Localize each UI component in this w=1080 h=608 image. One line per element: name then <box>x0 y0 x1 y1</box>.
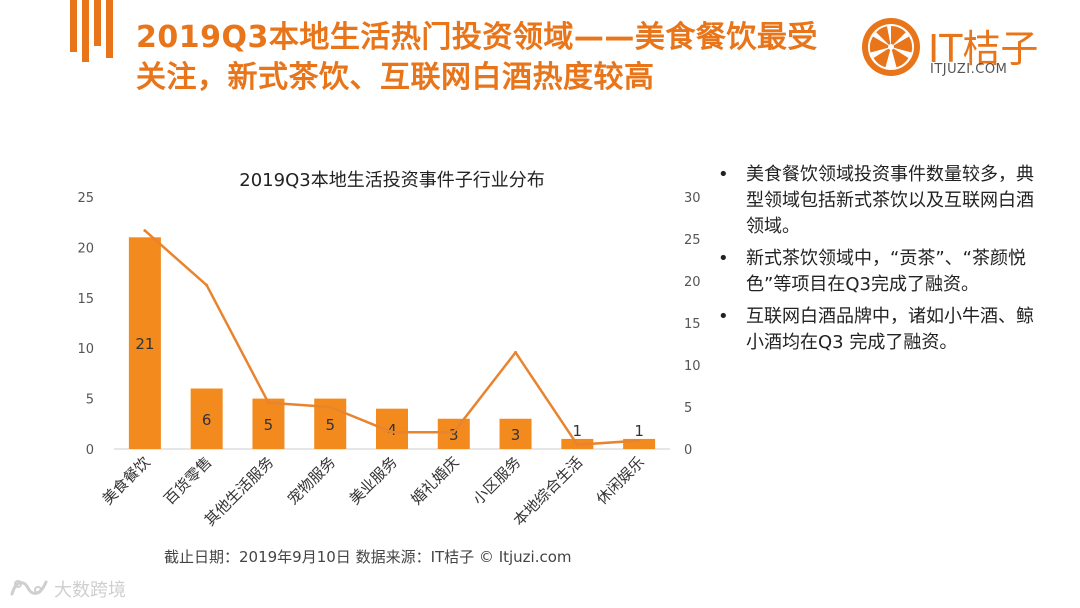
bar-data-label: 5 <box>264 416 274 434</box>
bullet-item: • 新式茶饮领域中，“贡茶”、“茶颜悦色”等项目在Q3完成了融资。 <box>718 246 1048 298</box>
bar-data-label: 4 <box>387 421 397 439</box>
chart-area: 2019Q3本地生活投资事件子行业分布 0 5 10 15 20 25 0 5 10 15 20 25 3… <box>70 150 710 580</box>
line-point <box>514 350 518 354</box>
x-category-label: 美食餐饮 <box>99 453 154 508</box>
bullet-marker: • <box>718 248 729 269</box>
y-tick-label-right: 10 <box>684 359 701 374</box>
y-tick-label-left: 20 <box>77 241 94 256</box>
bar <box>128 237 161 449</box>
x-category-label: 休闲娱乐 <box>593 453 648 508</box>
line-point <box>575 443 579 447</box>
source-footnote: 截止日期：2019年9月10日 数据来源：IT桔子 © Itjuzi.com <box>164 548 572 566</box>
bullet-item: • 互联网白酒品牌中，诸如小牛酒、鲸小酒均在Q3 完成了融资。 <box>718 304 1048 356</box>
line-point <box>143 229 147 233</box>
y-tick-label-right: 25 <box>684 233 701 248</box>
bullet-list: • 美食餐饮领域投资事件数量较多，典型领域包括新式茶饮以及互联网白酒领域。 • 新式茶… <box>718 162 1048 362</box>
bar-data-label: 6 <box>202 411 212 429</box>
chart-title: 2019Q3本地生活投资事件子行业分布 <box>239 170 544 191</box>
bullet-text: 互联网白酒品牌中，诸如小牛酒、鲸小酒均在Q3 完成了融资。 <box>746 306 1034 353</box>
x-category-label: 婚礼婚庆 <box>407 453 462 508</box>
orange-slice-icon <box>862 18 920 76</box>
page-title-line-1: 2019Q3本地生活热门投资领域——美食餐饮最受 <box>136 20 818 55</box>
line-point <box>637 439 641 443</box>
bullet-text: 美食餐饮领域投资事件数量较多，典型领域包括新式茶饮以及互联网白酒领域。 <box>746 164 1034 237</box>
page-title-line-2: 关注，新式茶饮、互联网白酒热度较高 <box>136 60 655 95</box>
y-tick-label-right: 15 <box>684 317 701 332</box>
page-title: 2019Q3本地生活热门投资领域——美食餐饮最受 关注，新式茶饮、互联网白酒热度… <box>136 18 836 98</box>
bullet-text: 新式茶饮领域中，“贡茶”、“茶颜悦色”等项目在Q3完成了融资。 <box>746 248 1026 295</box>
x-category-label: 美业服务 <box>346 453 401 508</box>
bar-data-label: 3 <box>511 426 521 444</box>
bullet-item: • 美食餐饮领域投资事件数量较多，典型领域包括新式茶饮以及互联网白酒领域。 <box>718 162 1048 240</box>
line-point <box>266 401 270 405</box>
bar-data-label: 21 <box>135 335 154 353</box>
y-tick-label-right: 0 <box>684 443 692 458</box>
y-tick-label-left: 0 <box>86 443 94 458</box>
itjuzi-logo: IT桔子 ITJUZI.COM <box>860 16 1070 80</box>
y-tick-label-left: 10 <box>77 342 94 357</box>
bar-data-label: 1 <box>634 422 644 440</box>
bullet-marker: • <box>718 306 729 327</box>
bar-data-label: 3 <box>449 426 459 444</box>
y-tick-label-left: 25 <box>77 191 94 206</box>
bar <box>623 438 656 449</box>
x-category-label: 小区服务 <box>469 453 524 508</box>
line-point <box>205 283 209 287</box>
bar-line-chart: 2019Q3本地生活投资事件子行业分布051015202505101520253… <box>77 170 701 529</box>
y-tick-label-left: 15 <box>77 292 94 307</box>
bar <box>437 418 470 449</box>
x-category-label: 宠物服务 <box>284 453 339 508</box>
bar-data-label: 1 <box>573 422 583 440</box>
brand-url: ITJUZI.COM <box>930 62 1008 77</box>
x-category-label: 百货零售 <box>160 453 215 508</box>
bar <box>252 398 285 449</box>
bar-data-label: 5 <box>325 416 335 434</box>
bullet-marker: • <box>718 164 729 185</box>
bar <box>190 388 223 449</box>
y-tick-label-left: 5 <box>86 393 94 408</box>
y-tick-label-right: 30 <box>684 191 701 206</box>
y-tick-label-right: 20 <box>684 275 701 290</box>
watermark-text: 大数跨境 <box>54 580 126 601</box>
line-point <box>390 430 394 434</box>
line-point <box>328 405 332 409</box>
line-point <box>452 430 456 434</box>
y-tick-label-right: 5 <box>684 401 692 416</box>
watermark-logo-icon <box>10 580 48 596</box>
brand-name: IT桔子 <box>928 27 1039 71</box>
bar <box>499 418 532 449</box>
corner-decoration <box>0 0 113 100</box>
